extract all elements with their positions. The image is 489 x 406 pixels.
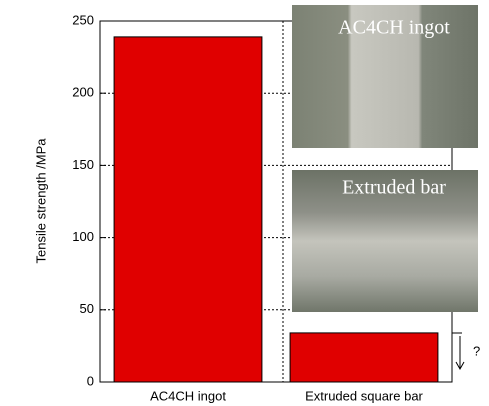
y-tick-label: 100 xyxy=(72,229,94,244)
y-tick-label: 0 xyxy=(87,373,94,388)
x-tick-label: Extruded square bar xyxy=(305,388,423,403)
y-tick-label: 150 xyxy=(72,157,94,172)
y-tick-label: 50 xyxy=(80,301,94,316)
y-tick-label: 200 xyxy=(72,85,94,100)
x-tick-label: AC4CH ingot xyxy=(150,388,226,403)
annotation: Extruded bar xyxy=(342,177,446,199)
bar xyxy=(114,37,262,382)
bar xyxy=(290,333,438,382)
annotation: ? xyxy=(473,343,480,358)
annotation: AC4CH ingot xyxy=(338,17,450,39)
chart: AC4CH ingot Extruded bar ? Tensile stren… xyxy=(0,0,489,406)
y-tick-label: 250 xyxy=(72,12,94,27)
y-axis-label: Tensile strength /MPa xyxy=(33,138,48,264)
